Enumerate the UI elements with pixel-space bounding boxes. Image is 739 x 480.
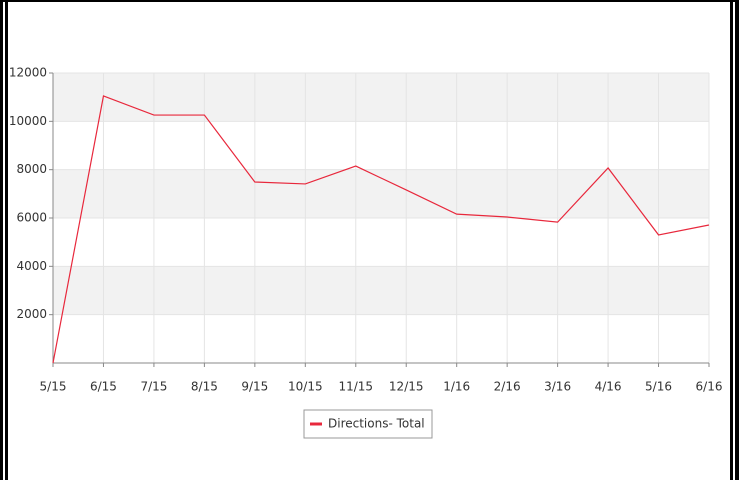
marks: Directions- Total bbox=[52, 95, 710, 439]
x-tick-label: 4/16 bbox=[595, 380, 622, 394]
x-tick-label: 5/15 bbox=[40, 380, 67, 394]
y-tick-label: 8000 bbox=[16, 162, 47, 176]
x-tick-label: 1/16 bbox=[443, 380, 470, 394]
legend-box bbox=[303, 409, 433, 439]
legend: Directions- Total bbox=[303, 409, 433, 439]
x-tick-label: 12/15 bbox=[389, 380, 424, 394]
plot-band bbox=[53, 266, 709, 315]
x-tick-label: 7/15 bbox=[140, 380, 167, 394]
x-tick-label: 9/15 bbox=[241, 380, 268, 394]
left-border-gap bbox=[3, 0, 5, 480]
x-tick-label: 5/16 bbox=[645, 380, 672, 394]
right-border-gap bbox=[733, 0, 735, 480]
plot-band bbox=[53, 169, 709, 218]
x-tick-label: 11/15 bbox=[338, 380, 373, 394]
x-tick-label: 6/16 bbox=[696, 380, 723, 394]
y-tick-label: 2000 bbox=[16, 307, 47, 321]
x-tick-label: 10/15 bbox=[288, 380, 323, 394]
legend-label: Directions- Total bbox=[328, 417, 425, 431]
y-tick-label: 12000 bbox=[9, 66, 47, 80]
plot-band bbox=[53, 73, 709, 122]
x-tick-label: 2/16 bbox=[494, 380, 521, 394]
y-tick-label: 4000 bbox=[16, 259, 47, 273]
y-tick-label: 10000 bbox=[9, 114, 47, 128]
y-tick-label: 6000 bbox=[16, 211, 47, 225]
grid: 2000 4000 6000 8000 10000 12000 5/15 6/15 7/15 8/… bbox=[9, 66, 723, 394]
x-tick-label: 3/16 bbox=[544, 380, 571, 394]
line-series bbox=[52, 95, 710, 364]
x-tick-label: 6/15 bbox=[90, 380, 117, 394]
x-tick-label: 8/15 bbox=[191, 380, 218, 394]
